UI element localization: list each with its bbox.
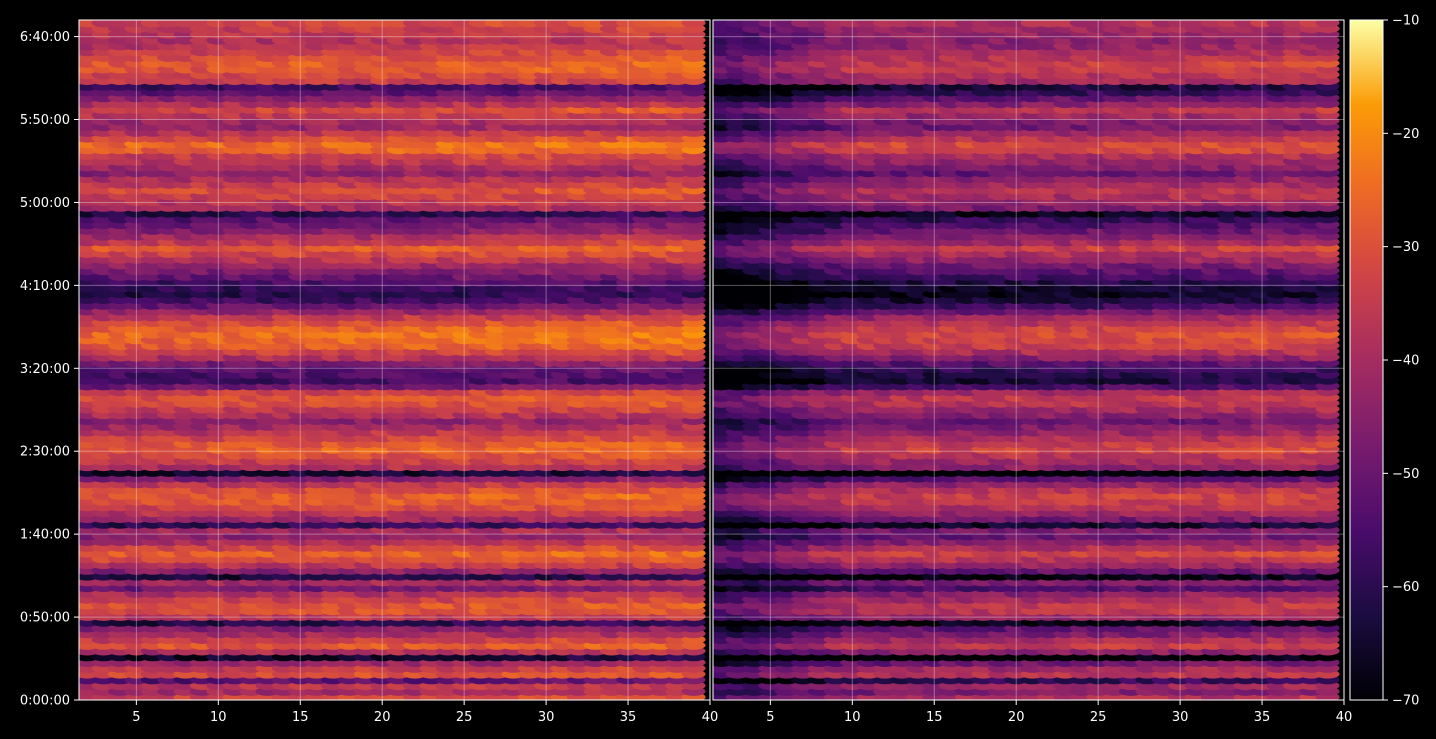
x-tick-label: 25 (456, 710, 473, 725)
x-tick-label: 20 (374, 710, 391, 725)
heatmap-panel-right: 5 10 15 20 25 30 35 40 (712, 19, 1352, 725)
heatmap-panel-left: 5 10 15 20 25 30 35 40 (78, 19, 718, 725)
cells-right (713, 20, 1340, 700)
x-tick-label: 40 (702, 710, 719, 725)
x-tick-label: 5 (132, 710, 140, 725)
x-tick-label: 10 (210, 710, 227, 725)
x-tick-label: 30 (538, 710, 555, 725)
x-tick-label: 15 (292, 710, 309, 725)
x-ticks-left: 5 10 15 20 25 30 35 40 (132, 700, 718, 725)
cells-left (79, 20, 706, 700)
x-tick-label: 35 (620, 710, 637, 725)
